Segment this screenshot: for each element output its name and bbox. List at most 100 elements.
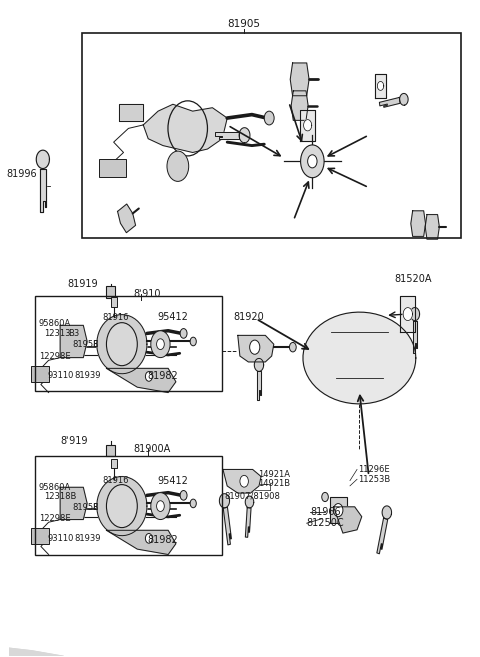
Text: 12313: 12313 xyxy=(44,329,71,338)
Bar xyxy=(111,297,117,307)
Polygon shape xyxy=(379,97,400,107)
Text: 81250C: 81250C xyxy=(307,518,344,528)
Polygon shape xyxy=(40,169,46,212)
Polygon shape xyxy=(334,507,362,533)
Circle shape xyxy=(145,372,152,381)
Polygon shape xyxy=(0,648,63,657)
Circle shape xyxy=(107,485,137,528)
Polygon shape xyxy=(400,93,408,105)
Text: 8ʾ910: 8ʾ910 xyxy=(133,289,161,299)
Circle shape xyxy=(180,491,187,500)
Circle shape xyxy=(190,499,196,508)
Circle shape xyxy=(190,337,196,346)
Bar xyxy=(330,497,347,523)
Bar xyxy=(111,459,117,468)
Polygon shape xyxy=(107,369,176,392)
Text: E: E xyxy=(92,503,97,512)
Polygon shape xyxy=(403,307,412,321)
Polygon shape xyxy=(304,120,312,131)
Text: 93110: 93110 xyxy=(48,371,74,380)
Text: 81996: 81996 xyxy=(7,170,37,179)
Text: 81939: 81939 xyxy=(75,371,101,380)
Bar xyxy=(35,296,222,391)
Polygon shape xyxy=(223,507,231,545)
Polygon shape xyxy=(97,476,147,535)
Text: 81966: 81966 xyxy=(310,507,341,517)
Bar xyxy=(106,286,115,298)
Text: 81905: 81905 xyxy=(228,19,261,29)
Polygon shape xyxy=(290,63,309,96)
Bar xyxy=(99,160,126,177)
Circle shape xyxy=(300,145,324,177)
Text: E: E xyxy=(92,340,97,350)
Text: 95412: 95412 xyxy=(157,476,188,486)
Text: 81958: 81958 xyxy=(72,340,98,350)
Text: 95860A: 95860A xyxy=(38,483,71,491)
Text: 95860A: 95860A xyxy=(38,319,71,328)
Bar xyxy=(31,366,48,382)
Circle shape xyxy=(151,493,170,520)
Polygon shape xyxy=(303,312,416,404)
Text: 11253B: 11253B xyxy=(358,475,390,484)
Bar xyxy=(106,445,115,457)
Text: B3: B3 xyxy=(68,329,79,338)
Text: 81939: 81939 xyxy=(75,533,101,543)
Text: 12298E: 12298E xyxy=(38,351,70,361)
Circle shape xyxy=(308,155,317,168)
Text: 95412: 95412 xyxy=(157,312,188,323)
Polygon shape xyxy=(374,74,386,99)
Text: 81919: 81919 xyxy=(68,279,98,289)
Polygon shape xyxy=(400,296,415,332)
Polygon shape xyxy=(215,132,239,139)
Text: 11296E: 11296E xyxy=(358,465,390,474)
Circle shape xyxy=(322,492,328,501)
Circle shape xyxy=(167,151,189,181)
Polygon shape xyxy=(239,127,250,143)
Circle shape xyxy=(264,111,274,125)
Polygon shape xyxy=(223,470,261,493)
Polygon shape xyxy=(118,204,135,233)
Polygon shape xyxy=(377,518,388,554)
Polygon shape xyxy=(143,104,227,152)
Circle shape xyxy=(180,328,187,338)
Text: 81920: 81920 xyxy=(234,312,264,323)
Polygon shape xyxy=(60,487,87,520)
Polygon shape xyxy=(36,150,49,169)
Polygon shape xyxy=(382,506,392,519)
Text: 81982: 81982 xyxy=(148,371,179,380)
Polygon shape xyxy=(425,215,439,239)
Polygon shape xyxy=(254,359,264,371)
Polygon shape xyxy=(257,371,261,400)
Text: 81916: 81916 xyxy=(102,476,129,485)
Polygon shape xyxy=(0,648,63,657)
Polygon shape xyxy=(291,91,308,120)
Circle shape xyxy=(156,501,164,512)
Text: 81907/81908: 81907/81908 xyxy=(224,491,280,500)
Text: 12318B: 12318B xyxy=(44,493,77,501)
Polygon shape xyxy=(413,321,417,353)
Polygon shape xyxy=(300,110,315,141)
Circle shape xyxy=(334,503,343,516)
Text: 81958: 81958 xyxy=(72,503,98,512)
Bar xyxy=(35,457,222,555)
Text: 14921A: 14921A xyxy=(258,470,290,478)
Polygon shape xyxy=(60,325,87,357)
Polygon shape xyxy=(119,104,143,122)
Text: 81900A: 81900A xyxy=(133,444,171,454)
Circle shape xyxy=(289,342,296,352)
Text: 93110: 93110 xyxy=(48,533,74,543)
Text: 14921B: 14921B xyxy=(258,480,290,488)
Polygon shape xyxy=(410,307,420,321)
Bar xyxy=(31,528,48,544)
Circle shape xyxy=(145,533,152,543)
Polygon shape xyxy=(245,496,254,508)
Circle shape xyxy=(240,476,248,487)
Polygon shape xyxy=(377,81,384,91)
Polygon shape xyxy=(245,508,251,537)
Text: 81520A: 81520A xyxy=(395,275,432,284)
Polygon shape xyxy=(107,530,176,555)
Text: 81916: 81916 xyxy=(102,313,129,322)
Circle shape xyxy=(250,340,260,354)
Polygon shape xyxy=(97,315,147,374)
Circle shape xyxy=(107,323,137,366)
